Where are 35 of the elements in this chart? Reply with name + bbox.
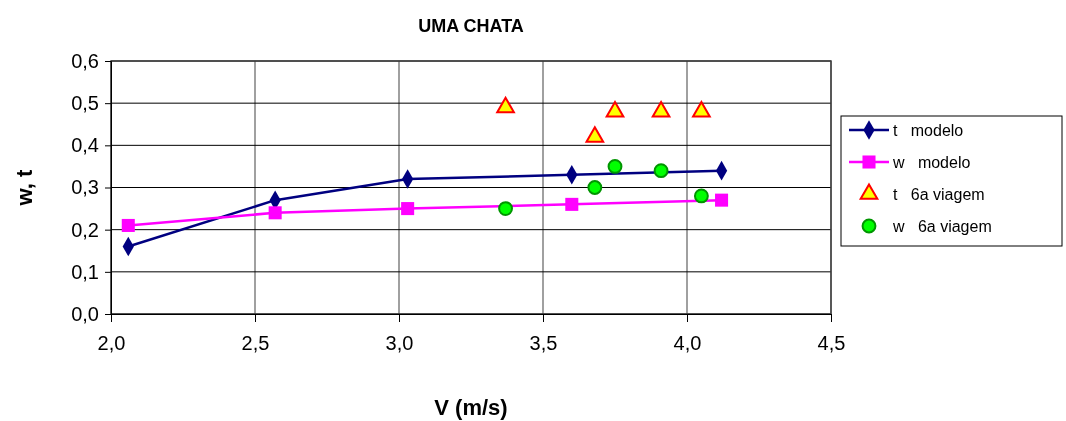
legend-label: t 6a viagem <box>893 186 985 203</box>
y-tick-label: 0,6 <box>71 49 99 72</box>
legend-label: t modelo <box>893 122 964 139</box>
y-tick-label: 0,5 <box>71 92 99 115</box>
x-axis-title: V (m/s) <box>434 395 508 420</box>
point <box>693 188 709 204</box>
point <box>651 100 671 118</box>
point <box>607 159 623 174</box>
x-tick-label: 2,5 <box>241 332 270 355</box>
y-tick-label: 0,4 <box>71 134 99 157</box>
point <box>605 100 625 118</box>
point <box>715 193 729 207</box>
y-tick-label: 0,0 <box>71 302 99 325</box>
y-tick-label: 0,1 <box>71 260 99 283</box>
legend-label: w 6a viagem <box>892 218 992 235</box>
x-tick-label: 4,0 <box>673 332 702 355</box>
x-tick-label: 3,5 <box>529 332 558 355</box>
point <box>587 180 603 195</box>
point <box>585 126 605 143</box>
point <box>565 197 579 211</box>
point <box>496 96 515 114</box>
point <box>498 201 513 216</box>
legend-label: w modelo <box>892 154 971 171</box>
x-tick-label: 3,0 <box>385 332 414 355</box>
y-tick-label: 0,3 <box>71 176 99 199</box>
point <box>692 100 711 118</box>
point <box>653 163 669 179</box>
x-tick-label: 4,5 <box>817 332 846 355</box>
point <box>268 206 282 220</box>
point <box>121 218 135 232</box>
y-tick-label: 0,2 <box>71 218 99 241</box>
chart-title: UMA CHATA <box>418 16 524 36</box>
x-tick-label: 2,0 <box>97 332 126 355</box>
point <box>401 202 415 216</box>
y-axis-title: w, t <box>12 168 37 207</box>
